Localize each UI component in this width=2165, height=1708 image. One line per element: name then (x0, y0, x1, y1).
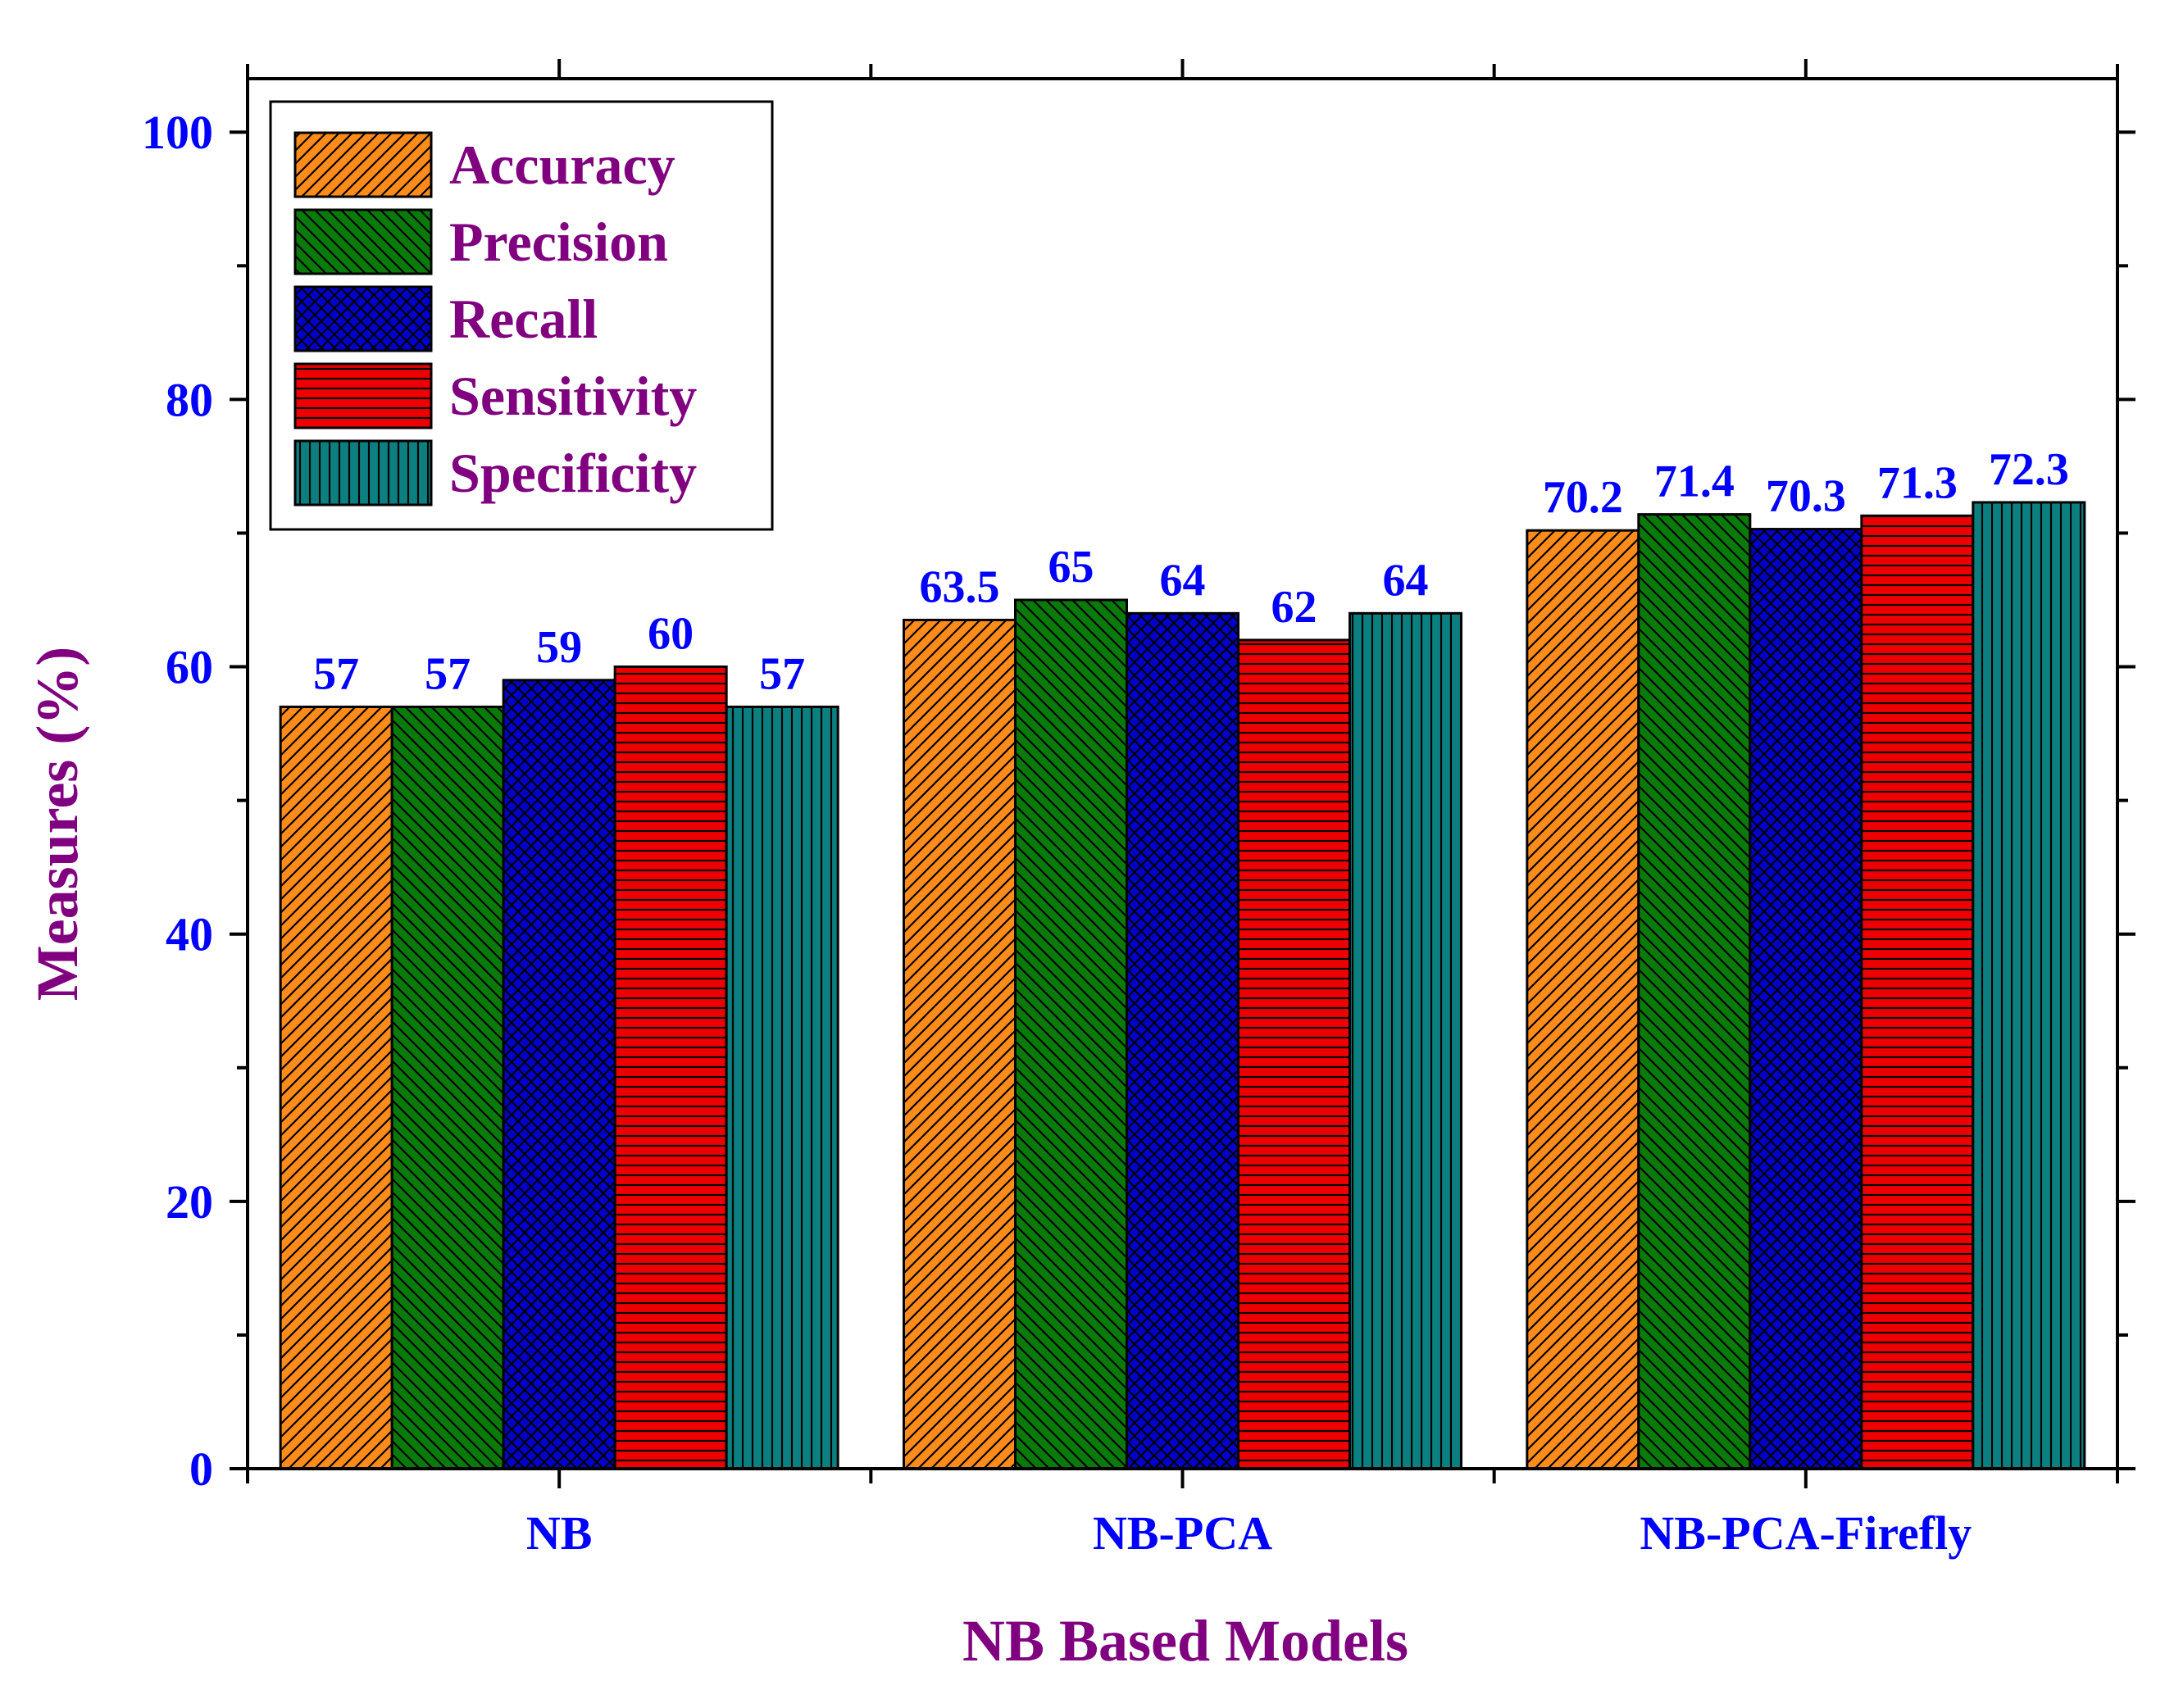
legend-swatch-precision (293, 208, 433, 275)
y-axis-title: Measures (%) (25, 647, 90, 1002)
axes-layer: 0 20 40 60 80 100 NB NB-PCA NB-PCA-Firefly (142, 59, 2135, 1560)
legend-label-sensitivity: Sensitivity (449, 365, 697, 427)
data-label-sensitivity-nb-pca: 62 (1271, 582, 1317, 633)
data-label-precision-nb: 57 (425, 648, 471, 699)
bar-accuracy-nb-pca (903, 618, 1017, 1470)
data-label-precision-nb-pca-firefly: 71.4 (1654, 457, 1735, 507)
legend-label-accuracy: Accuracy (449, 134, 675, 196)
bar-precision-nb (390, 705, 505, 1470)
bar-specificity-nb-pca (1349, 611, 1462, 1470)
bar-sensitivity-nb-pca (1237, 638, 1351, 1470)
legend-label-specificity: Specificity (449, 442, 697, 504)
data-label-sensitivity-nb: 60 (648, 609, 694, 660)
data-label-accuracy-nb-pca-firefly: 70.2 (1543, 472, 1623, 523)
data-label-sensitivity-nb-pca-firefly: 71.3 (1877, 457, 1958, 508)
y-tick-label: 0 (189, 1442, 213, 1496)
bar-accuracy-nb (279, 705, 393, 1470)
labels-layer: 57 57 59 60 57 63.5 65 64 62 64 70.2 71.4 70.3 71.3 72… (313, 444, 2069, 700)
data-label-precision-nb-pca: 65 (1048, 542, 1094, 593)
legend-label-precision: Precision (449, 211, 668, 273)
bar-specificity-nb (725, 705, 839, 1470)
legend: Accuracy Precision Recall Sensitivity Specif… (269, 100, 774, 531)
y-tick-label: 100 (142, 106, 213, 159)
legend-swatch-sensitivity (293, 362, 433, 429)
x-tick-label: NB-PCA (1093, 1506, 1272, 1560)
data-label-specificity-nb-pca-firefly: 72.3 (1989, 444, 2069, 495)
data-label-accuracy-nb-pca: 63.5 (920, 561, 1000, 612)
legend-swatch-accuracy (293, 131, 433, 198)
x-axis-title: NB Based Models (962, 1608, 1408, 1674)
y-tick-label: 80 (166, 373, 213, 426)
legend-swatch-recall (293, 285, 433, 352)
bar-sensitivity-nb (613, 665, 728, 1470)
x-tick-label: NB (526, 1506, 593, 1560)
bar-sensitivity-nb-pca-firefly (1860, 514, 1975, 1470)
data-label-accuracy-nb: 57 (313, 648, 359, 699)
data-label-specificity-nb: 57 (759, 648, 805, 699)
data-label-recall-nb: 59 (536, 622, 582, 673)
y-tick-label: 40 (166, 908, 213, 961)
bar-precision-nb-pca-firefly (1637, 513, 1752, 1470)
data-label-specificity-nb-pca: 64 (1383, 555, 1429, 606)
bar-accuracy-nb-pca-firefly (1526, 529, 1640, 1470)
bar-recall-nb (502, 679, 616, 1470)
bar-precision-nb-pca (1014, 598, 1128, 1470)
y-tick-label: 20 (166, 1175, 213, 1229)
y-tick-label: 60 (166, 641, 213, 694)
bar-specificity-nb-pca-firefly (1972, 501, 2086, 1470)
legend-swatch-specificity (293, 439, 433, 506)
bar-recall-nb-pca-firefly (1749, 528, 1863, 1470)
data-label-recall-nb-pca-firefly: 70.3 (1766, 471, 1846, 522)
x-tick-label: NB-PCA-Firefly (1640, 1506, 1972, 1560)
bar-recall-nb-pca (1126, 611, 1239, 1470)
legend-label-recall: Recall (449, 288, 598, 350)
data-label-recall-nb-pca: 64 (1160, 555, 1206, 606)
bars-layer (279, 501, 2086, 1470)
